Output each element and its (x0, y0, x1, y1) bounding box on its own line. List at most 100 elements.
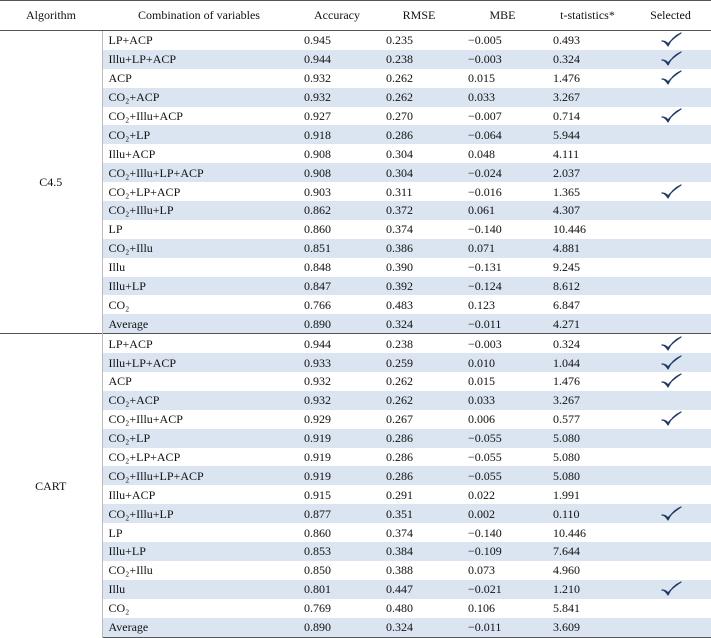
table-row: CO₂+ACP 0.932 0.262 0.033 3.267 (0, 390, 711, 410)
value-cell: 0.291 (386, 487, 413, 502)
value-cell: 4.881 (545, 238, 630, 258)
combination-cell: Illu+ACP (108, 146, 156, 161)
selected-cell (630, 561, 711, 580)
table-row: CO₂+Illu+ACP 0.929 0.267 0.006 0.577 (0, 410, 711, 429)
combination-cell: Illu+ACP (108, 487, 156, 502)
value-cell: 0.386 (378, 238, 460, 258)
value-cell: 0.929 (304, 412, 331, 427)
value-cell: 4.271 (545, 314, 630, 334)
selected-cell (630, 163, 711, 183)
value-cell: 8.612 (545, 276, 630, 296)
value-cell: −0.003 (460, 333, 545, 354)
selected-cell (630, 29, 711, 50)
value-cell: 0.374 (386, 525, 413, 540)
value-cell: 3.609 (545, 617, 630, 638)
combination-cell: CO₂ (108, 601, 130, 616)
value-cell: 5.080 (545, 466, 630, 486)
value-cell: 4.960 (553, 563, 580, 578)
value-cell: 0.919 (296, 428, 378, 448)
value-cell: 0.493 (545, 29, 630, 50)
algorithm-cell: C4.5 (0, 29, 103, 334)
check-mark (660, 336, 682, 351)
value-cell: 0.048 (468, 146, 495, 161)
value-cell: −0.021 (460, 579, 545, 599)
selected-cell (630, 125, 711, 145)
value-cell: 1.476 (553, 374, 580, 389)
check-mark (660, 506, 682, 521)
table-row: LP 0.860 0.374 −0.140 10.446 (0, 220, 711, 239)
table-row: ACP 0.932 0.262 0.015 1.476 (0, 372, 711, 391)
value-cell: 0.908 (296, 163, 378, 183)
value-cell: 0.944 (296, 333, 378, 354)
combination-cell: ACP (108, 374, 132, 389)
value-cell: 0.850 (304, 563, 331, 578)
value-cell: −0.140 (468, 222, 502, 237)
table-row: Illu+LP 0.853 0.384 −0.109 7.644 (0, 542, 711, 561)
value-cell: 10.446 (553, 222, 586, 237)
combination-cell: CO₂+LP+ACP (108, 450, 181, 465)
value-cell: 3.267 (545, 87, 630, 107)
selected-cell (630, 410, 711, 429)
value-cell: −0.005 (460, 29, 545, 50)
table-row: CO₂+Illu 0.850 0.388 0.073 4.960 (0, 561, 711, 580)
value-cell: 0.010 (460, 353, 545, 373)
value-cell: 0.932 (296, 87, 378, 107)
table-row: CO₂+LP+ACP 0.919 0.286 −0.055 5.080 (0, 448, 711, 467)
value-cell: 0.384 (378, 542, 460, 561)
value-cell: 7.644 (545, 542, 630, 561)
selected-cell (630, 372, 711, 391)
value-cell: 0.919 (296, 466, 378, 486)
selected-cell (630, 485, 711, 504)
combination-cell: CO₂+LP+ACP (108, 184, 181, 199)
value-cell: 2.037 (545, 163, 630, 183)
value-cell: 0.015 (468, 71, 495, 86)
combination-cell: CO₂+ACP (102, 87, 296, 107)
selected-cell (630, 258, 711, 277)
value-cell: 0.033 (460, 390, 545, 410)
check-mark (660, 32, 682, 48)
value-cell: −0.011 (460, 314, 545, 334)
value-cell: 0.944 (296, 49, 378, 69)
value-cell: −0.124 (460, 276, 545, 296)
value-cell: 0.851 (296, 238, 378, 258)
check-mark (660, 70, 682, 85)
value-cell: 0.372 (378, 201, 460, 220)
value-cell: 0.847 (296, 276, 378, 296)
algorithm-cell: CART (0, 333, 103, 637)
table-row: CO₂+ACP 0.932 0.262 0.033 3.267 (0, 87, 711, 107)
value-cell: 0.932 (304, 374, 331, 389)
selected-cell (630, 353, 711, 373)
value-cell: 0.286 (378, 428, 460, 448)
check-mark (660, 581, 682, 596)
combination-cell: Illu+LP (102, 542, 296, 561)
selected-cell (630, 579, 711, 599)
table-row: Illu 0.848 0.390 −0.131 9.245 (0, 258, 711, 277)
value-cell: −0.131 (468, 260, 502, 275)
column-header: Algorithm (0, 0, 102, 31)
table-row: CO₂+Illu+LP 0.862 0.372 0.061 4.307 (0, 201, 711, 220)
value-cell: 0.262 (378, 390, 460, 410)
value-cell: 0.480 (386, 601, 413, 616)
value-cell: 1.210 (545, 579, 630, 599)
combination-cell: CO₂+Illu (108, 563, 153, 578)
value-cell: 6.847 (553, 297, 580, 312)
value-cell: 1.991 (553, 487, 580, 502)
value-cell: 0.447 (378, 579, 460, 599)
value-cell: 0.238 (378, 49, 460, 69)
value-cell: 1.476 (553, 71, 580, 86)
value-cell: 0.933 (296, 353, 378, 373)
value-cell: 0.071 (460, 238, 545, 258)
check-mark (660, 183, 682, 199)
table-row: CO₂+Illu+LP 0.877 0.351 0.002 0.110 (0, 504, 711, 524)
value-cell: 0.801 (296, 579, 378, 599)
value-cell: −0.064 (460, 125, 545, 145)
value-cell: 0.860 (304, 222, 331, 237)
value-cell: 5.080 (553, 450, 580, 465)
value-cell: 0.374 (386, 222, 413, 237)
combination-cell: Average (102, 617, 296, 638)
combination-cell: ACP (108, 71, 132, 86)
combination-cell: CO₂ (108, 297, 130, 312)
value-cell: 5.841 (553, 601, 580, 616)
check-mark (660, 411, 682, 426)
check-mark (660, 354, 682, 370)
